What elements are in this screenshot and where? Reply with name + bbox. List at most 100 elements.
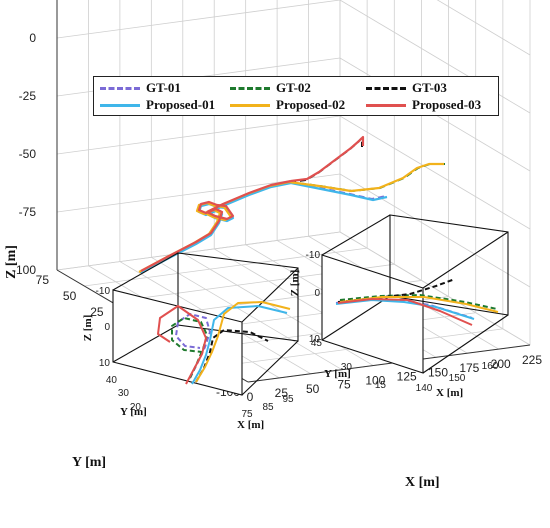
legend-swatch [100,104,140,107]
trajectory-proposed-03 [140,135,365,272]
legend-label: Proposed-01 [146,97,216,112]
main-z-axis-label: Z [m] [4,245,19,279]
trajectory-gt-02 [339,294,498,310]
legend-label: GT-02 [276,80,311,95]
legend-label: GT-01 [146,80,181,95]
grid-line [56,115,341,155]
inset-edge [321,295,391,341]
z-tick-label: 0 [104,322,110,333]
legend-swatch [366,104,406,107]
legend-label: Proposed-03 [412,97,482,112]
main-x-axis-label: X [m] [405,475,440,490]
y-tick-label: 50 [63,289,77,303]
z-tick-label: -25 [19,89,37,103]
y-tick-label: 25 [90,305,104,319]
inset-right-y-label: Y [m] [324,368,351,380]
trajectory-gt-03 [139,137,363,273]
legend-swatch [230,87,270,90]
z-tick-label: -50 [19,147,37,161]
x-tick-label: 150 [449,373,466,384]
trajectory-segment [139,209,222,273]
inset-edge [241,340,299,396]
trajectory-segment [140,208,224,272]
inset-edge [422,231,509,289]
inset-edge [112,252,179,291]
y-tick-label: 15 [375,380,387,391]
trajectory-segment [197,200,235,221]
x-tick-label: 125 [397,369,417,383]
z-tick-label: -75 [19,205,37,219]
trajectory-segment [289,137,363,183]
main-y-axis-label: Y [m] [72,455,106,470]
x-tick-label: 200 [491,357,511,371]
x-tick-label: 95 [282,394,294,405]
x-tick-label: 175 [459,361,479,375]
y-tick-label: 75 [36,273,50,287]
legend-swatch [230,104,270,107]
x-tick-label: 150 [428,365,448,379]
inset-edge [241,267,299,323]
trajectory-segment [195,201,233,222]
grid-line [339,173,531,288]
inset-right-trajectories [335,278,499,326]
inset-left-box [112,252,299,396]
trajectory-segment [288,162,444,193]
trajectory-segment [290,135,365,183]
x-tick-label: 140 [416,383,433,394]
z-tick-label: -10 [96,286,111,297]
inset-left-z-label: Z [m] [82,315,94,342]
grid-line [151,256,343,371]
y-tick-label: 45 [311,338,323,349]
x-tick-label: 100 [365,374,385,388]
inset-edge [112,324,179,363]
y-tick-label: 40 [106,375,118,386]
x-tick-label: 0 [247,390,254,404]
legend-label: GT-03 [412,80,447,95]
x-tick-label: 75 [337,378,351,392]
inset-edge [422,314,509,374]
inset-edge [321,214,391,256]
legend-swatch [366,87,406,90]
inset-right-box [321,214,509,374]
grid-line [339,231,531,346]
trajectory-segment [206,181,292,215]
inset-right-x-label: X [m] [436,387,463,399]
grid-line [56,0,341,39]
y-tick-label: 30 [341,362,353,373]
grid-line [339,115,531,230]
x-tick-label: 75 [241,409,253,420]
trajectory-proposed-02 [195,301,291,383]
inset-right-plot: -10 0 10 15 30 45 140 150 160 X [m] Y [m] Z [m] [289,214,509,399]
inset-right-tick-labels: -10 0 10 15 30 45 140 150 160 [306,250,499,394]
grid-line [56,231,341,271]
trajectory-proposed-01 [191,305,288,385]
z-tick-label: -10 [306,250,321,261]
z-tick-label: 0 [314,288,320,299]
z-tick-label: -100 [12,263,36,277]
trajectory-proposed-03 [337,298,473,326]
inset-left-x-label: X [m] [237,419,264,431]
inset-left-trajectories [157,301,291,385]
inset-right-z-label: Z [m] [289,270,301,297]
y-tick-label: 20 [130,402,142,413]
z-tick-label: 0 [29,31,36,45]
trajectory-proposed-03 [157,305,207,385]
trajectory-segment [206,179,292,213]
x-tick-label: 85 [262,402,274,413]
z-tick-label: 10 [309,334,321,345]
x-tick-label: 160 [482,361,499,372]
grid-line [436,0,531,56]
y-tick-label: 30 [118,388,130,399]
legend-label: Proposed-02 [276,97,346,112]
x-tick-label: 225 [522,353,542,367]
x-tick-label: 25 [275,386,289,400]
legend-swatch [100,87,140,90]
inset-left-y-label: Y [m] [120,406,147,418]
trajectory-segment [139,209,222,273]
x-axis-line [247,344,531,383]
trajectory-segment [290,181,388,202]
legend: GT-01 GT-02 GT-03 Proposed-01 Proposed-0… [93,76,499,116]
